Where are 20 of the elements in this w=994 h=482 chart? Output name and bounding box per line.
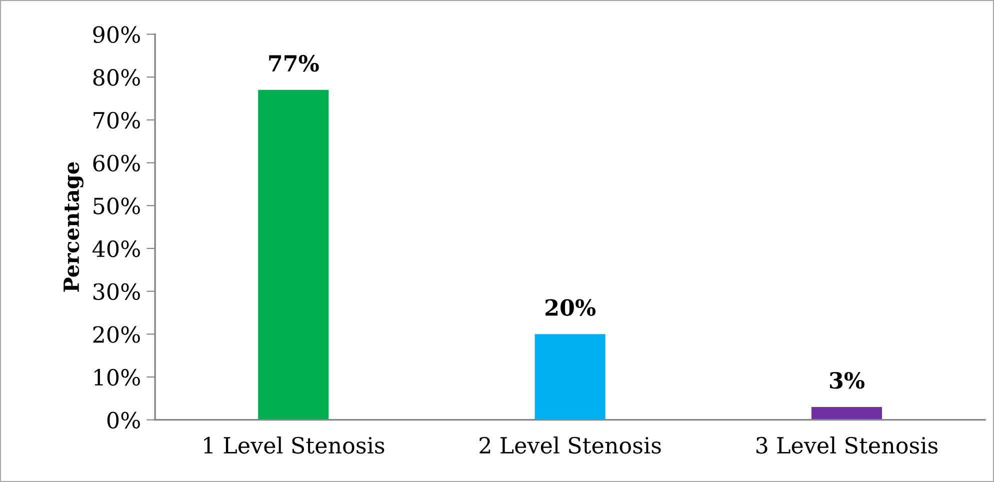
- y-tick-label: 70%: [94, 112, 140, 129]
- y-axis-title: Percentage: [64, 162, 84, 292]
- bar: [534, 334, 606, 420]
- y-tick-label: 60%: [93, 154, 140, 172]
- bar: [258, 90, 329, 420]
- y-tick-label: 10%: [94, 368, 140, 386]
- data-label: 20%: [546, 299, 596, 316]
- data-label: 77%: [269, 54, 319, 72]
- x-tick-label: 2 Level Stenosis: [480, 436, 661, 454]
- bar: [811, 406, 882, 420]
- y-tick-label: 40%: [92, 240, 140, 258]
- y-tick-label: 80%: [93, 69, 140, 86]
- y-tick-label: 90%: [93, 26, 140, 43]
- y-tick-label: 50%: [94, 198, 140, 214]
- y-tick-label: 20%: [93, 326, 140, 343]
- x-tick-label: 3 Level Stenosis: [756, 436, 938, 454]
- x-tick-label: 1 Level Stenosis: [204, 436, 384, 454]
- y-tick-label: 0%: [107, 412, 140, 429]
- data-label: 3%: [830, 372, 864, 389]
- y-tick-label: 30%: [93, 283, 140, 300]
